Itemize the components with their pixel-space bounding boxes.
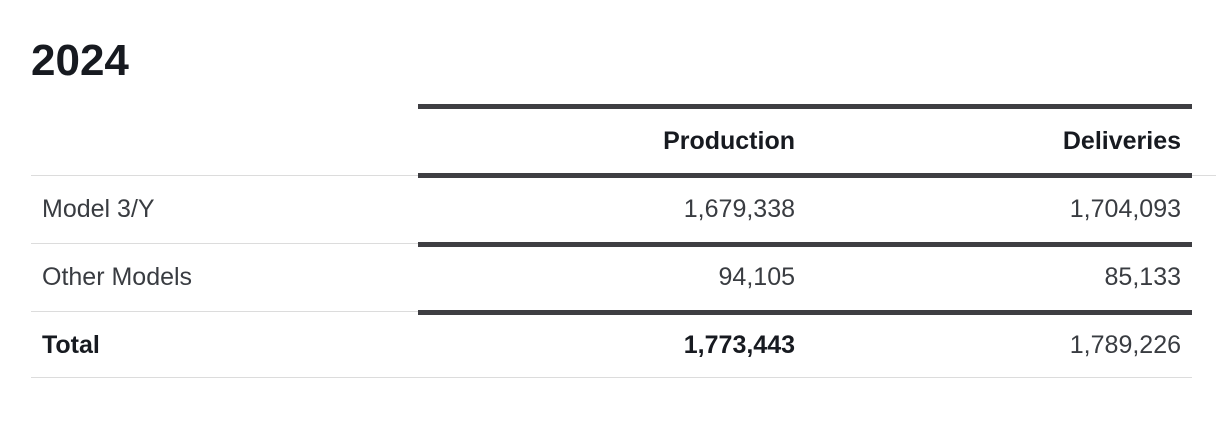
- table-cell: 94,105: [718, 263, 795, 291]
- rule: [418, 104, 1192, 109]
- row-label: Total: [42, 331, 100, 359]
- column-header: Production: [663, 127, 795, 155]
- row-label: Model 3/Y: [42, 195, 155, 223]
- rule: [31, 243, 418, 244]
- row-label: Other Models: [42, 263, 193, 291]
- table-cell: 85,133: [1104, 263, 1181, 291]
- column-header: Deliveries: [1062, 127, 1181, 155]
- rule: [418, 310, 1192, 315]
- table-cell: 1,789,226: [1069, 331, 1181, 359]
- page-title: 2024: [31, 36, 129, 85]
- table-cell: 1,704,093: [1069, 195, 1181, 223]
- table-cell: 1,679,338: [683, 195, 795, 223]
- table-cell: 1,773,443: [683, 331, 795, 359]
- rule: [31, 311, 418, 312]
- rule: [31, 377, 1192, 378]
- rule: [418, 242, 1192, 247]
- rule: [418, 173, 1192, 178]
